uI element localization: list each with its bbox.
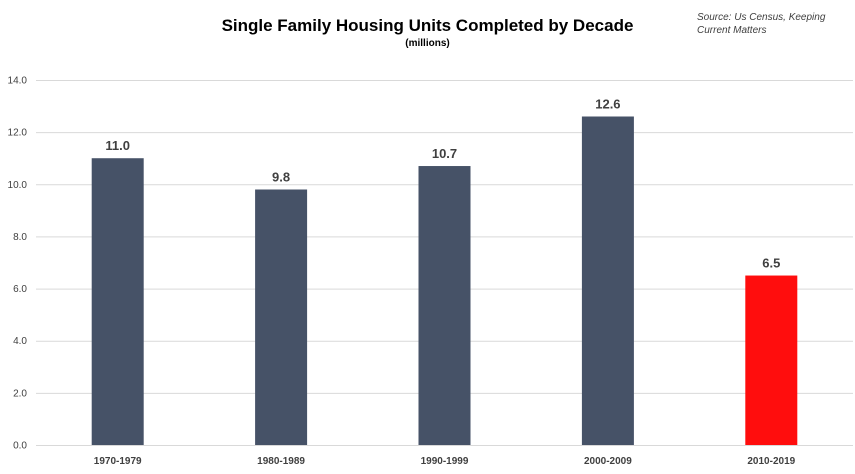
source-note: Source: Us Census, Keeping Current Matte… (697, 11, 847, 37)
data-label: 10.7 (432, 146, 457, 161)
x-tick-label: 2000-2009 (584, 456, 632, 467)
source-line-1: Source: Us Census, Keeping (697, 12, 826, 23)
chart-subtitle: (millions) (405, 38, 450, 49)
y-tick-label: 8.0 (13, 232, 27, 243)
bar-1980-1989 (255, 189, 308, 445)
y-tick-label: 2.0 (13, 388, 27, 399)
data-label: 9.8 (272, 170, 290, 185)
x-tick-label: 1990-1999 (421, 456, 469, 467)
data-label: 12.6 (595, 97, 620, 112)
data-label: 11.0 (105, 138, 130, 153)
x-axis-ticks: 1970-1979 1980-1989 1990-1999 2000-2009 2010… (94, 456, 796, 467)
chart-title: Single Family Housing Units Completed by… (221, 16, 634, 35)
source-line-2: Current Matters (697, 25, 767, 36)
y-tick-label: 14.0 (8, 76, 28, 87)
x-tick-label: 1980-1989 (257, 456, 305, 467)
x-tick-label: 2010-2019 (747, 456, 795, 467)
y-tick-label: 6.0 (13, 284, 27, 295)
bar-2000-2009 (581, 116, 634, 445)
y-tick-label: 12.0 (8, 128, 28, 139)
bar-2010-2019 (745, 275, 798, 445)
y-tick-label: 10.0 (8, 180, 28, 191)
y-tick-label: 4.0 (13, 336, 27, 347)
bar-1990-1999 (418, 166, 471, 446)
y-tick-label: 0.0 (13, 441, 27, 452)
y-axis-ticks: 0.0 2.0 4.0 6.0 8.0 10.0 12.0 14.0 (8, 76, 28, 452)
x-tick-label: 1970-1979 (94, 456, 142, 467)
bar-1970-1979 (91, 158, 144, 445)
bars (91, 116, 798, 446)
data-labels: 11.0 9.8 10.7 12.6 6.5 (105, 97, 780, 271)
data-label: 6.5 (762, 256, 780, 271)
